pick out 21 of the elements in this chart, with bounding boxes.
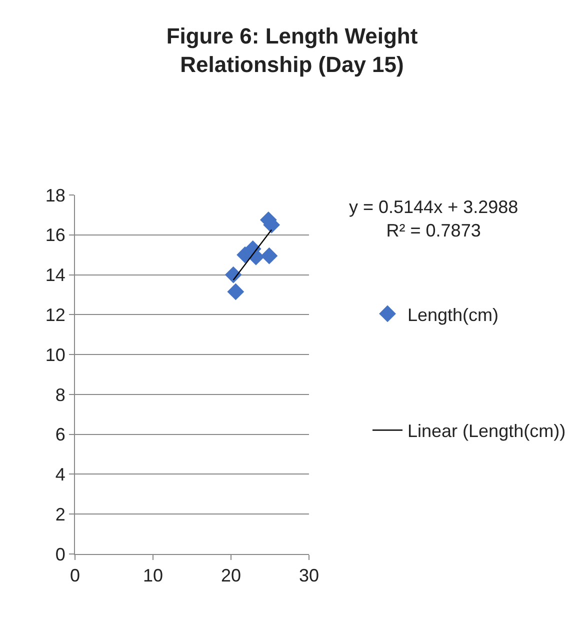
- y-tick-label: 4: [55, 464, 66, 485]
- x-tick-label: 10: [142, 566, 164, 586]
- y-tick-label: 6: [55, 424, 66, 445]
- y-tick-label: 10: [45, 344, 66, 365]
- chart-title: Figure 6: Length Weight Relationship (Day 15): [166, 23, 418, 77]
- legend-label: Length(cm): [408, 304, 499, 325]
- y-tick-label: 14: [45, 265, 66, 286]
- legend-label: Linear (Length(cm)): [408, 421, 566, 442]
- y-tick-label: 12: [45, 304, 66, 325]
- x-tick-label: 0: [70, 566, 80, 586]
- point: [227, 283, 244, 300]
- y-tick-label: 2: [55, 504, 66, 524]
- y-tick-label: 18: [45, 185, 66, 206]
- point: [224, 266, 242, 284]
- text: y = 0.5144x + 3.2988 R² = 0.7873: [349, 197, 518, 240]
- x-tick-label: 30: [298, 566, 320, 586]
- x-tick-label: 20: [220, 566, 242, 586]
- y-tick-label: 8: [55, 384, 66, 405]
- y-tick-label: 16: [45, 225, 66, 246]
- point: [260, 247, 278, 264]
- y-tick-label: 0: [55, 544, 66, 564]
